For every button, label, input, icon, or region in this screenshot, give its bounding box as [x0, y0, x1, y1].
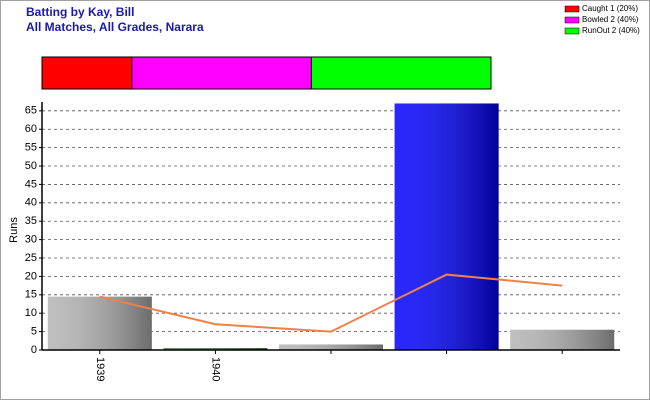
y-tick-label: 15 — [25, 289, 37, 301]
chart-title: Batting by Kay, Bill — [26, 5, 134, 19]
x-tick-label: 1939 — [94, 357, 106, 381]
y-tick-label: 40 — [25, 197, 37, 209]
y-tick-label: 60 — [25, 123, 37, 135]
legend-label: RunOut 2 (40%) — [582, 26, 640, 35]
y-tick-label: 50 — [25, 160, 37, 172]
legend-swatch — [564, 27, 580, 35]
chart-subtitle: All Matches, All Grades, Narara — [26, 20, 204, 34]
y-tick-label: 30 — [25, 234, 37, 246]
bar-shade — [278, 344, 384, 350]
y-tick-label: 35 — [25, 215, 37, 227]
dismissal-segment — [310, 56, 492, 90]
legend-label: Bowled 2 (40%) — [582, 15, 639, 24]
y-axis-label: Runs — [8, 217, 20, 243]
y-tick-label: 65 — [25, 105, 37, 117]
y-tick-label: 10 — [25, 307, 37, 319]
legend-swatch — [564, 16, 580, 24]
x-tick-label: 1940 — [209, 357, 221, 381]
legend-swatch — [564, 5, 580, 13]
dismissal-segment — [131, 56, 312, 90]
bar-shade — [510, 329, 615, 350]
bar-shade — [163, 348, 268, 350]
y-tick-label: 25 — [25, 252, 37, 264]
y-tick-label: 0 — [31, 344, 37, 356]
y-tick-label: 20 — [25, 270, 37, 282]
y-tick-label: 55 — [25, 142, 37, 154]
legend-label: Caught 1 (20%) — [582, 4, 638, 13]
y-tick-label: 5 — [31, 326, 37, 338]
y-tick-label: 45 — [25, 178, 37, 190]
bar-shade — [394, 103, 499, 351]
dismissal-segment — [41, 56, 133, 90]
average-line — [99, 273, 563, 333]
